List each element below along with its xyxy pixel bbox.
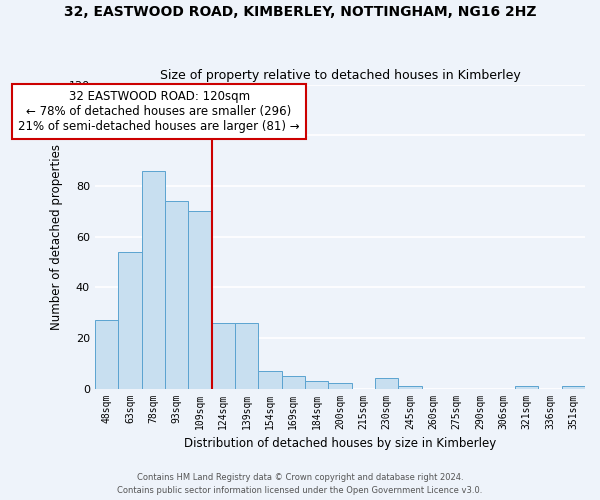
Bar xyxy=(165,201,188,388)
Text: Contains HM Land Registry data © Crown copyright and database right 2024.
Contai: Contains HM Land Registry data © Crown c… xyxy=(118,473,482,495)
Bar xyxy=(142,170,165,388)
Bar xyxy=(188,211,212,388)
Bar xyxy=(95,320,118,388)
Bar xyxy=(328,384,352,388)
Bar xyxy=(235,322,258,388)
Bar xyxy=(398,386,422,388)
Bar xyxy=(515,386,538,388)
Bar xyxy=(212,322,235,388)
Text: 32 EASTWOOD ROAD: 120sqm
← 78% of detached houses are smaller (296)
21% of semi-: 32 EASTWOOD ROAD: 120sqm ← 78% of detach… xyxy=(18,90,300,132)
Bar xyxy=(562,386,585,388)
Bar xyxy=(375,378,398,388)
Text: 32, EASTWOOD ROAD, KIMBERLEY, NOTTINGHAM, NG16 2HZ: 32, EASTWOOD ROAD, KIMBERLEY, NOTTINGHAM… xyxy=(64,5,536,19)
Bar xyxy=(281,376,305,388)
Bar xyxy=(305,381,328,388)
Title: Size of property relative to detached houses in Kimberley: Size of property relative to detached ho… xyxy=(160,69,520,82)
Bar xyxy=(118,252,142,388)
Bar xyxy=(258,371,281,388)
Y-axis label: Number of detached properties: Number of detached properties xyxy=(50,144,64,330)
X-axis label: Distribution of detached houses by size in Kimberley: Distribution of detached houses by size … xyxy=(184,437,496,450)
